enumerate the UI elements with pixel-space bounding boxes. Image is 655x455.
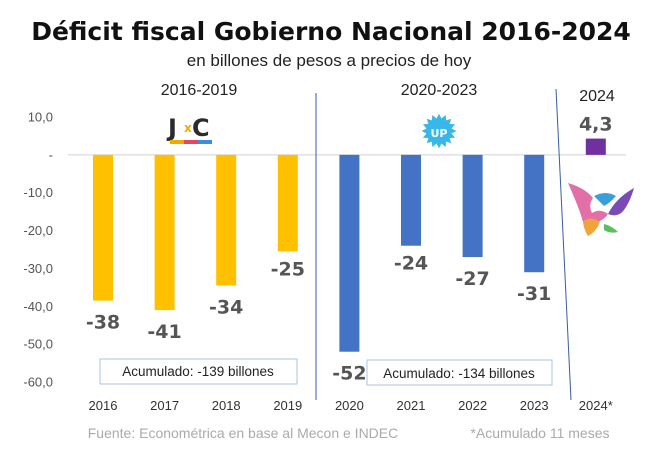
bird-logo <box>568 183 634 236</box>
bar-2021 <box>401 154 421 246</box>
jxc-stripe-red <box>184 140 198 144</box>
period-separator-right <box>555 88 572 401</box>
jxc-logo-c: C <box>192 114 210 142</box>
period-label-2016-2019: 2016-2019 <box>161 82 238 99</box>
jxc-logo-x: x <box>184 121 192 135</box>
data-label-2020: -52 <box>332 363 366 385</box>
x-tick-label-2017: 2017 <box>150 398 179 413</box>
y-tick-label: -60,0 <box>23 375 53 390</box>
source-note: Fuente: Econométrica en base al Mecon e … <box>88 425 399 441</box>
data-label-2016: -38 <box>86 312 120 334</box>
x-tick-label-2023: 2023 <box>520 398 549 413</box>
y-tick-label: -20,0 <box>23 223 53 238</box>
y-tick-label: - <box>49 147 53 162</box>
y-tick-label: -10,0 <box>23 185 53 200</box>
x-tick-label-2024: 2024* <box>579 398 613 413</box>
x-tick-label-2020: 2020 <box>335 398 364 413</box>
up-logo-star <box>418 110 460 152</box>
x-tick-label-2019: 2019 <box>273 398 302 413</box>
y-axis-ticks: 10,0 - -10,0 -20,0 -30,0 -40,0 -50,0 -60,0 <box>23 110 53 390</box>
footnote: *Acumulado 11 meses <box>470 425 609 441</box>
y-tick-label: -50,0 <box>23 337 53 352</box>
accumulated-box-2020-2023 <box>366 359 553 386</box>
bar-2017 <box>154 154 175 311</box>
chart-title: Déficit fiscal Gobierno Nacional 2016-20… <box>31 17 631 46</box>
data-label-2024: 4,3 <box>579 114 613 136</box>
accumulated-text-2020-2023: Acumulado: -134 billones <box>383 366 535 381</box>
x-tick-label-2022: 2022 <box>458 398 487 413</box>
data-label-2019: -25 <box>271 258 305 280</box>
data-label-2022: -27 <box>455 268 489 290</box>
bar-2024 <box>585 138 606 155</box>
y-tick-label: -40,0 <box>23 299 53 314</box>
data-labels-layer: -38 -41 -34 -25 -52 -24 -27 -31 4,3 <box>86 114 613 385</box>
bars-layer <box>93 138 606 352</box>
jxc-stripe-yellow <box>170 140 184 144</box>
x-axis-ticks: 2016 2017 2018 2019 2020 2021 2022 2023 2024* <box>89 398 613 413</box>
period-label-2024: 2024 <box>579 88 615 105</box>
bird-tail <box>604 224 618 233</box>
data-label-2018: -34 <box>209 296 243 318</box>
bird-head <box>594 193 616 206</box>
bar-2020 <box>339 154 360 352</box>
bird-wing-right <box>608 188 634 216</box>
x-tick-label-2021: 2021 <box>397 398 426 413</box>
data-label-2017: -41 <box>147 321 181 343</box>
up-logo: UP <box>418 110 460 152</box>
data-label-2021: -24 <box>394 253 428 275</box>
jxc-logo-j: J <box>166 114 177 142</box>
data-label-2023: -31 <box>517 283 551 305</box>
y-tick-label: 10,0 <box>28 110 53 125</box>
bar-2018 <box>216 154 237 286</box>
accumulated-text-2016-2019: Acumulado: -139 billones <box>122 364 274 379</box>
period-label-2020-2023: 2020-2023 <box>401 82 478 99</box>
chart-subtitle: en billones de pesos a precios de hoy <box>187 51 472 70</box>
jxc-stripe-blue <box>198 140 212 144</box>
bar-2023 <box>524 154 545 273</box>
bird-body <box>583 218 600 236</box>
bar-2022 <box>462 154 483 258</box>
bar-2016 <box>93 154 113 301</box>
up-logo-text: UP <box>431 127 448 140</box>
x-tick-label-2018: 2018 <box>212 398 241 413</box>
y-tick-label: -30,0 <box>23 261 53 276</box>
accumulated-box-2016-2019 <box>99 358 298 385</box>
jxc-logo: J x C <box>166 114 212 144</box>
bar-2019 <box>277 154 298 252</box>
x-tick-label-2016: 2016 <box>89 398 118 413</box>
bird-wing-left <box>568 183 608 222</box>
